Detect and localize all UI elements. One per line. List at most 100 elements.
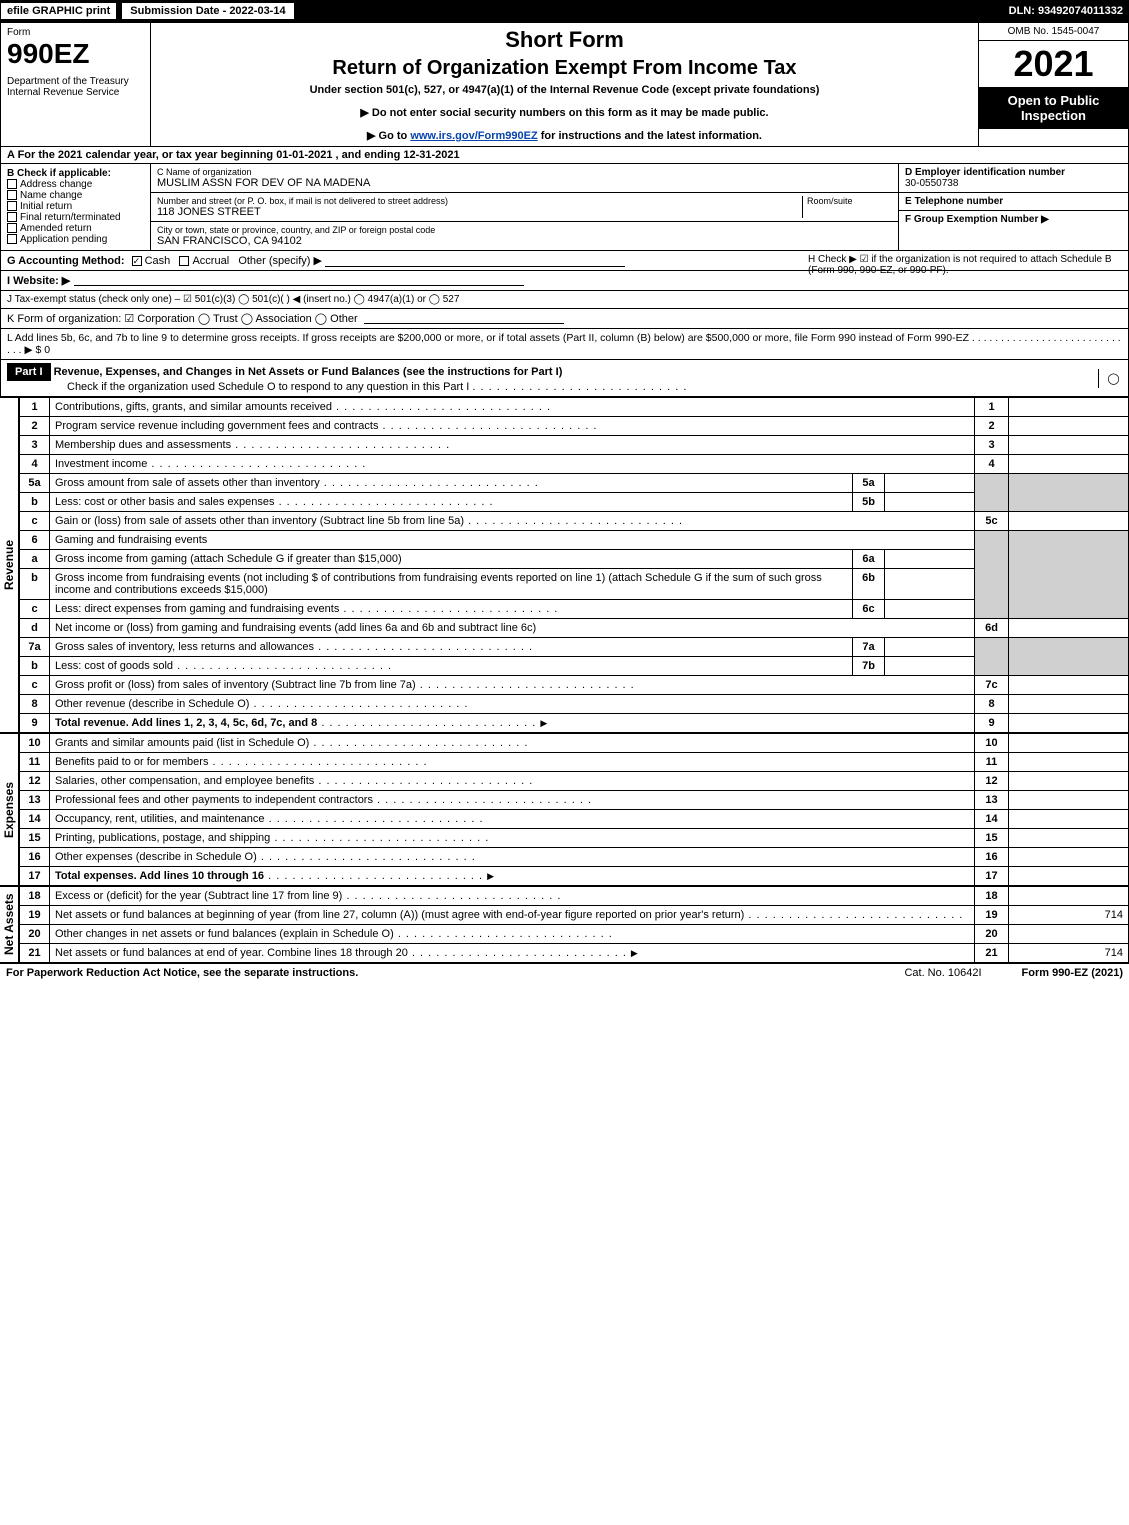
line-19-text: Net assets or fund balances at beginning… [55, 909, 744, 921]
line-11-value [1009, 753, 1129, 772]
line-17-rnum: 17 [975, 867, 1009, 886]
chk-initial-return[interactable]: Initial return [7, 201, 144, 212]
line-10-value [1009, 734, 1129, 753]
paperwork-notice: For Paperwork Reduction Act Notice, see … [6, 967, 864, 979]
line-17-num: 17 [20, 867, 50, 886]
form-header: Form 990EZ Department of the Treasury In… [0, 22, 1129, 147]
line-5c-text: Gain or (loss) from sale of assets other… [55, 515, 464, 527]
line-18-text: Excess or (deficit) for the year (Subtra… [55, 890, 342, 902]
room-label: Room/suite [807, 196, 892, 206]
line-20-num: 20 [20, 925, 50, 944]
line-2-value [1009, 417, 1129, 436]
section-l: L Add lines 5b, 6c, and 7b to line 9 to … [0, 329, 1129, 360]
omb-number: OMB No. 1545-0047 [979, 23, 1128, 41]
line-7c-num: c [20, 676, 50, 695]
section-d: D Employer identification number 30-0550… [899, 164, 1128, 193]
form-subtitle: Under section 501(c), 527, or 4947(a)(1)… [161, 84, 968, 96]
line-10-rnum: 10 [975, 734, 1009, 753]
line-6b-num: b [20, 569, 50, 600]
line-12-value [1009, 772, 1129, 791]
chk-application-pending[interactable]: Application pending [7, 234, 144, 245]
line-7c-text: Gross profit or (loss) from sales of inv… [55, 679, 416, 691]
line-7b-sn: 7b [853, 657, 885, 676]
line-9-rnum: 9 [975, 714, 1009, 733]
other-specify-input[interactable] [325, 255, 625, 267]
header-left: Form 990EZ Department of the Treasury In… [1, 23, 151, 146]
other-org-input[interactable] [364, 312, 564, 324]
line-6b-sn: 6b [853, 569, 885, 600]
chk-accrual[interactable] [179, 256, 189, 266]
line-5c-num: c [20, 512, 50, 531]
line-5c-rnum: 5c [975, 512, 1009, 531]
line-7b-num: b [20, 657, 50, 676]
line-18-value [1009, 887, 1129, 906]
line-6a-text: Gross income from gaming (attach Schedul… [55, 553, 402, 565]
part-1-checkbox[interactable]: ◯ [1098, 369, 1128, 388]
line-3-num: 3 [20, 436, 50, 455]
warn2-pre: ▶ Go to [367, 130, 410, 142]
part-1-header: Part I Revenue, Expenses, and Changes in… [0, 360, 1129, 397]
website-input[interactable] [74, 274, 524, 286]
line-12-rnum: 12 [975, 772, 1009, 791]
line-15-num: 15 [20, 829, 50, 848]
line-5a-sn: 5a [853, 474, 885, 493]
section-c: C Name of organization MUSLIM ASSN FOR D… [151, 164, 898, 250]
city-block: City or town, state or province, country… [151, 222, 898, 250]
line-6d-value [1009, 619, 1129, 638]
chk-name-change[interactable]: Name change [7, 190, 144, 201]
line-17-value [1009, 867, 1129, 886]
chk-address-change[interactable]: Address change [7, 179, 144, 190]
line-11-num: 11 [20, 753, 50, 772]
line-21-rnum: 21 [975, 944, 1009, 963]
department-label: Department of the Treasury Internal Reve… [7, 76, 144, 98]
line-10-num: 10 [20, 734, 50, 753]
section-g-h: G Accounting Method: Cash Accrual Other … [0, 251, 1129, 271]
line-6c-num: c [20, 600, 50, 619]
irs-link[interactable]: www.irs.gov/Form990EZ [410, 130, 537, 142]
warning-ssn: ▶ Do not enter social security numbers o… [161, 106, 968, 119]
line-16-rnum: 16 [975, 848, 1009, 867]
section-a-tax-year: A For the 2021 calendar year, or tax yea… [0, 147, 1129, 164]
line-3-rnum: 3 [975, 436, 1009, 455]
line-5b-sn: 5b [853, 493, 885, 512]
line-18-rnum: 18 [975, 887, 1009, 906]
section-b: B Check if applicable: Address change Na… [1, 164, 151, 250]
expenses-side-label: Expenses [0, 733, 19, 886]
warning-link: ▶ Go to www.irs.gov/Form990EZ for instru… [161, 129, 968, 142]
line-19-value: 714 [1009, 906, 1129, 925]
chk-amended-return[interactable]: Amended return [7, 223, 144, 234]
chk-cash[interactable] [132, 256, 142, 266]
tax-year: 2021 [979, 41, 1128, 87]
line-3-text: Membership dues and assessments [55, 439, 231, 451]
line-7a-text: Gross sales of inventory, less returns a… [55, 641, 314, 653]
line-14-rnum: 14 [975, 810, 1009, 829]
line-8-rnum: 8 [975, 695, 1009, 714]
line-14-value [1009, 810, 1129, 829]
line-12-num: 12 [20, 772, 50, 791]
line-4-text: Investment income [55, 458, 147, 470]
line-6c-sn: 6c [853, 600, 885, 619]
revenue-section: Revenue 1Contributions, gifts, grants, a… [0, 397, 1129, 733]
line-5a-text: Gross amount from sale of assets other t… [55, 477, 320, 489]
line-6c-text: Less: direct expenses from gaming and fu… [55, 603, 339, 615]
line-19-num: 19 [20, 906, 50, 925]
line-7a-sval [885, 638, 975, 657]
form-ref: Form 990-EZ (2021) [1022, 967, 1123, 979]
org-name-label: C Name of organization [157, 167, 892, 177]
submission-date-label: Submission Date - 2022-03-14 [121, 2, 294, 20]
line-1-num: 1 [20, 398, 50, 417]
chk-final-return[interactable]: Final return/terminated [7, 212, 144, 223]
line-1-rnum: 1 [975, 398, 1009, 417]
line-6d-text: Net income or (loss) from gaming and fun… [55, 622, 536, 634]
line-1-value [1009, 398, 1129, 417]
street-value: 118 JONES STREET [157, 206, 802, 218]
dln-label: DLN: 93492074011332 [1009, 5, 1129, 17]
efile-print-label[interactable]: efile GRAPHIC print [0, 2, 117, 20]
line-15-text: Printing, publications, postage, and shi… [55, 832, 270, 844]
line-7c-rnum: 7c [975, 676, 1009, 695]
line-18-num: 18 [20, 887, 50, 906]
street-block: Number and street (or P. O. box, if mail… [151, 193, 898, 222]
line-21-value: 714 [1009, 944, 1129, 963]
line-21-num: 21 [20, 944, 50, 963]
header-right: OMB No. 1545-0047 2021 Open to Public In… [978, 23, 1128, 146]
